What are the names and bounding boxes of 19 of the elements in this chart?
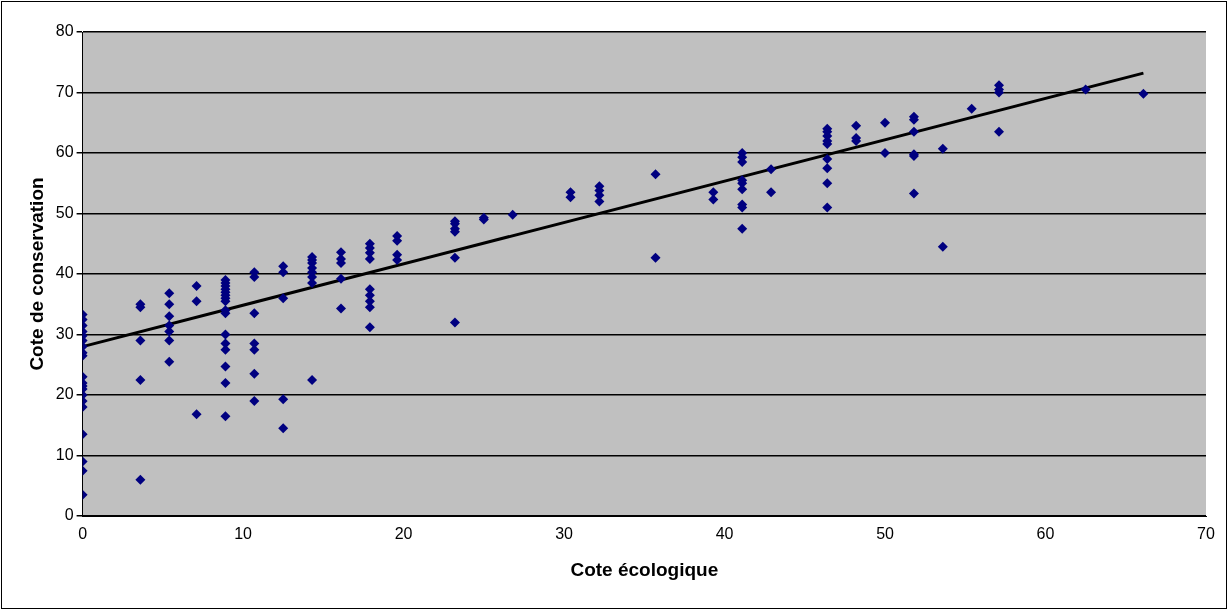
x-tick-label: 10 (234, 525, 253, 543)
y-tick-label: 0 (64, 506, 74, 524)
x-tick-label: 50 (876, 525, 895, 543)
x-tick-label: 60 (1036, 525, 1055, 543)
x-tick-label: 0 (78, 525, 88, 543)
y-tick-label: 80 (55, 22, 74, 40)
y-axis-title: Cote de conservation (25, 177, 47, 371)
y-tick-label: 40 (55, 264, 74, 282)
y-tick-label: 50 (55, 203, 74, 221)
y-tick-label: 30 (55, 324, 74, 342)
y-tick-label: 10 (55, 445, 74, 463)
x-tick-label: 20 (394, 525, 413, 543)
x-tick-label: 70 (1197, 525, 1215, 543)
y-tick-label: 70 (55, 82, 74, 100)
x-tick-label: 30 (555, 525, 574, 543)
y-tick-label: 60 (55, 143, 74, 161)
x-tick-label: 40 (715, 525, 734, 543)
y-tick-label: 20 (55, 385, 74, 403)
x-axis-title: Cote écologique (570, 558, 719, 580)
